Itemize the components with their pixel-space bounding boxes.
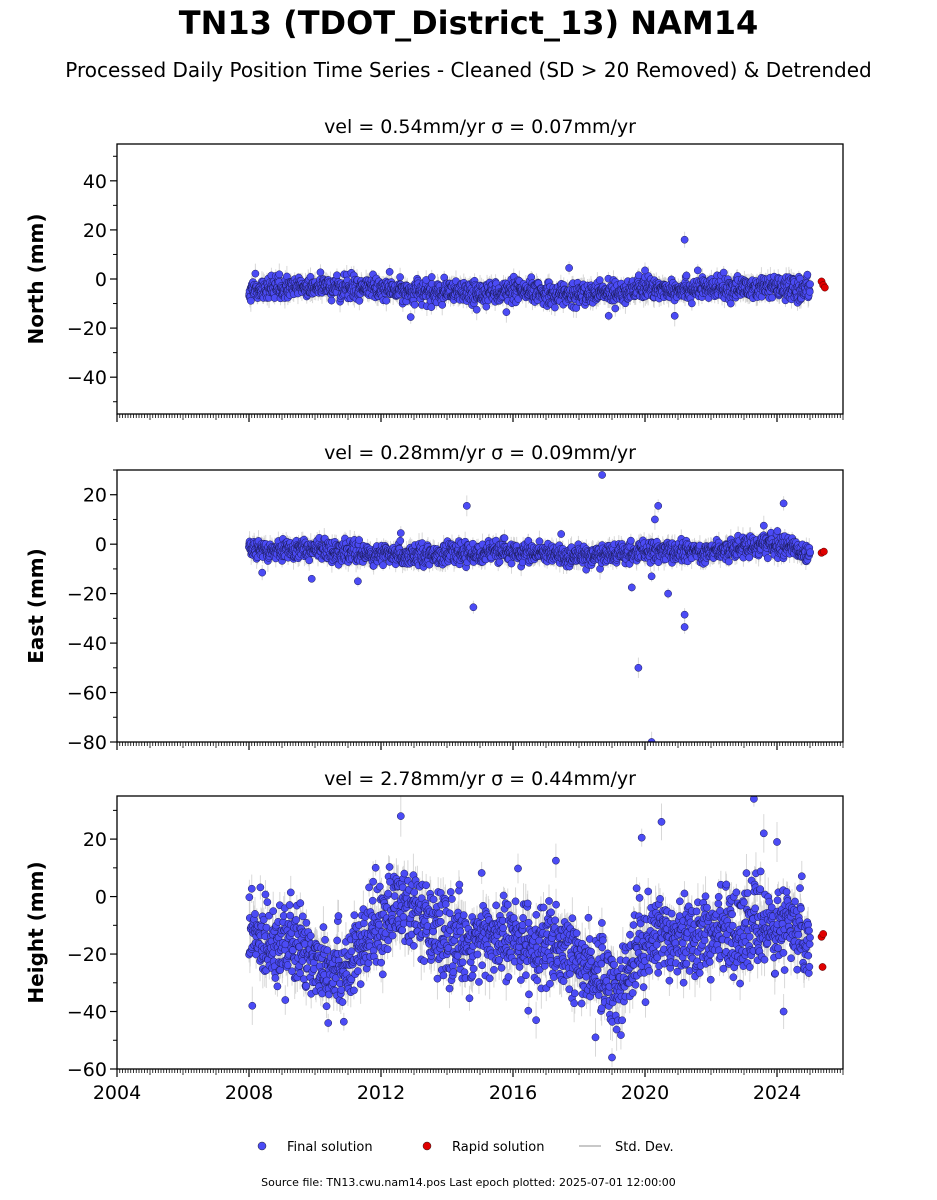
final-point — [251, 269, 260, 278]
y-tick-label: 40 — [83, 171, 107, 193]
final-point — [688, 299, 696, 308]
final-point — [803, 270, 812, 279]
final-point — [806, 280, 814, 289]
final-point — [726, 299, 735, 308]
final-point — [551, 303, 559, 312]
final-point — [406, 313, 415, 321]
final-point — [670, 311, 679, 320]
final-point — [611, 304, 620, 313]
final-point — [572, 304, 581, 312]
final-point — [438, 301, 447, 309]
final-point — [355, 296, 364, 305]
final-point — [396, 273, 404, 281]
y-tick-label: 20 — [83, 220, 107, 242]
data-layer — [245, 231, 829, 327]
final-point — [693, 266, 702, 275]
final-point — [427, 303, 436, 311]
y-axis-label: East (mm) — [24, 548, 48, 664]
final-point — [410, 300, 419, 309]
panel-title: vel = 0.54mm/yr σ = 0.07mm/yr — [324, 116, 636, 138]
final-point — [427, 273, 436, 281]
final-point — [565, 264, 573, 272]
page-subtitle: Processed Daily Position Time Series - C… — [65, 58, 872, 82]
final-solution-points — [245, 235, 814, 321]
final-point — [502, 308, 511, 316]
y-tick-label: −20 — [67, 318, 107, 340]
final-point — [719, 268, 728, 277]
final-point — [595, 276, 604, 284]
final-point — [327, 296, 336, 305]
final-point — [316, 268, 325, 277]
final-point — [275, 270, 284, 279]
page-title: TN13 (TDOT_District_13) NAM14 — [178, 4, 759, 42]
data-layer — [245, 470, 828, 742]
final-point — [805, 287, 814, 296]
panel-title: vel = 0.28mm/yr σ = 0.09mm/yr — [324, 442, 636, 464]
rapid-point — [821, 283, 829, 292]
final-point — [472, 305, 481, 314]
final-point — [680, 235, 689, 244]
std-dev-bars — [248, 470, 811, 742]
y-axis-label: North (mm) — [24, 213, 48, 344]
y-tick-label: 0 — [95, 269, 107, 291]
final-point — [333, 271, 341, 280]
final-point — [641, 266, 649, 275]
final-point — [768, 293, 777, 302]
y-tick-label: −40 — [67, 367, 107, 389]
final-point — [604, 311, 613, 320]
rapid-solution-points — [817, 277, 829, 292]
final-point — [682, 271, 691, 280]
final-point — [382, 296, 391, 305]
final-point — [385, 267, 394, 276]
final-point — [246, 296, 255, 305]
